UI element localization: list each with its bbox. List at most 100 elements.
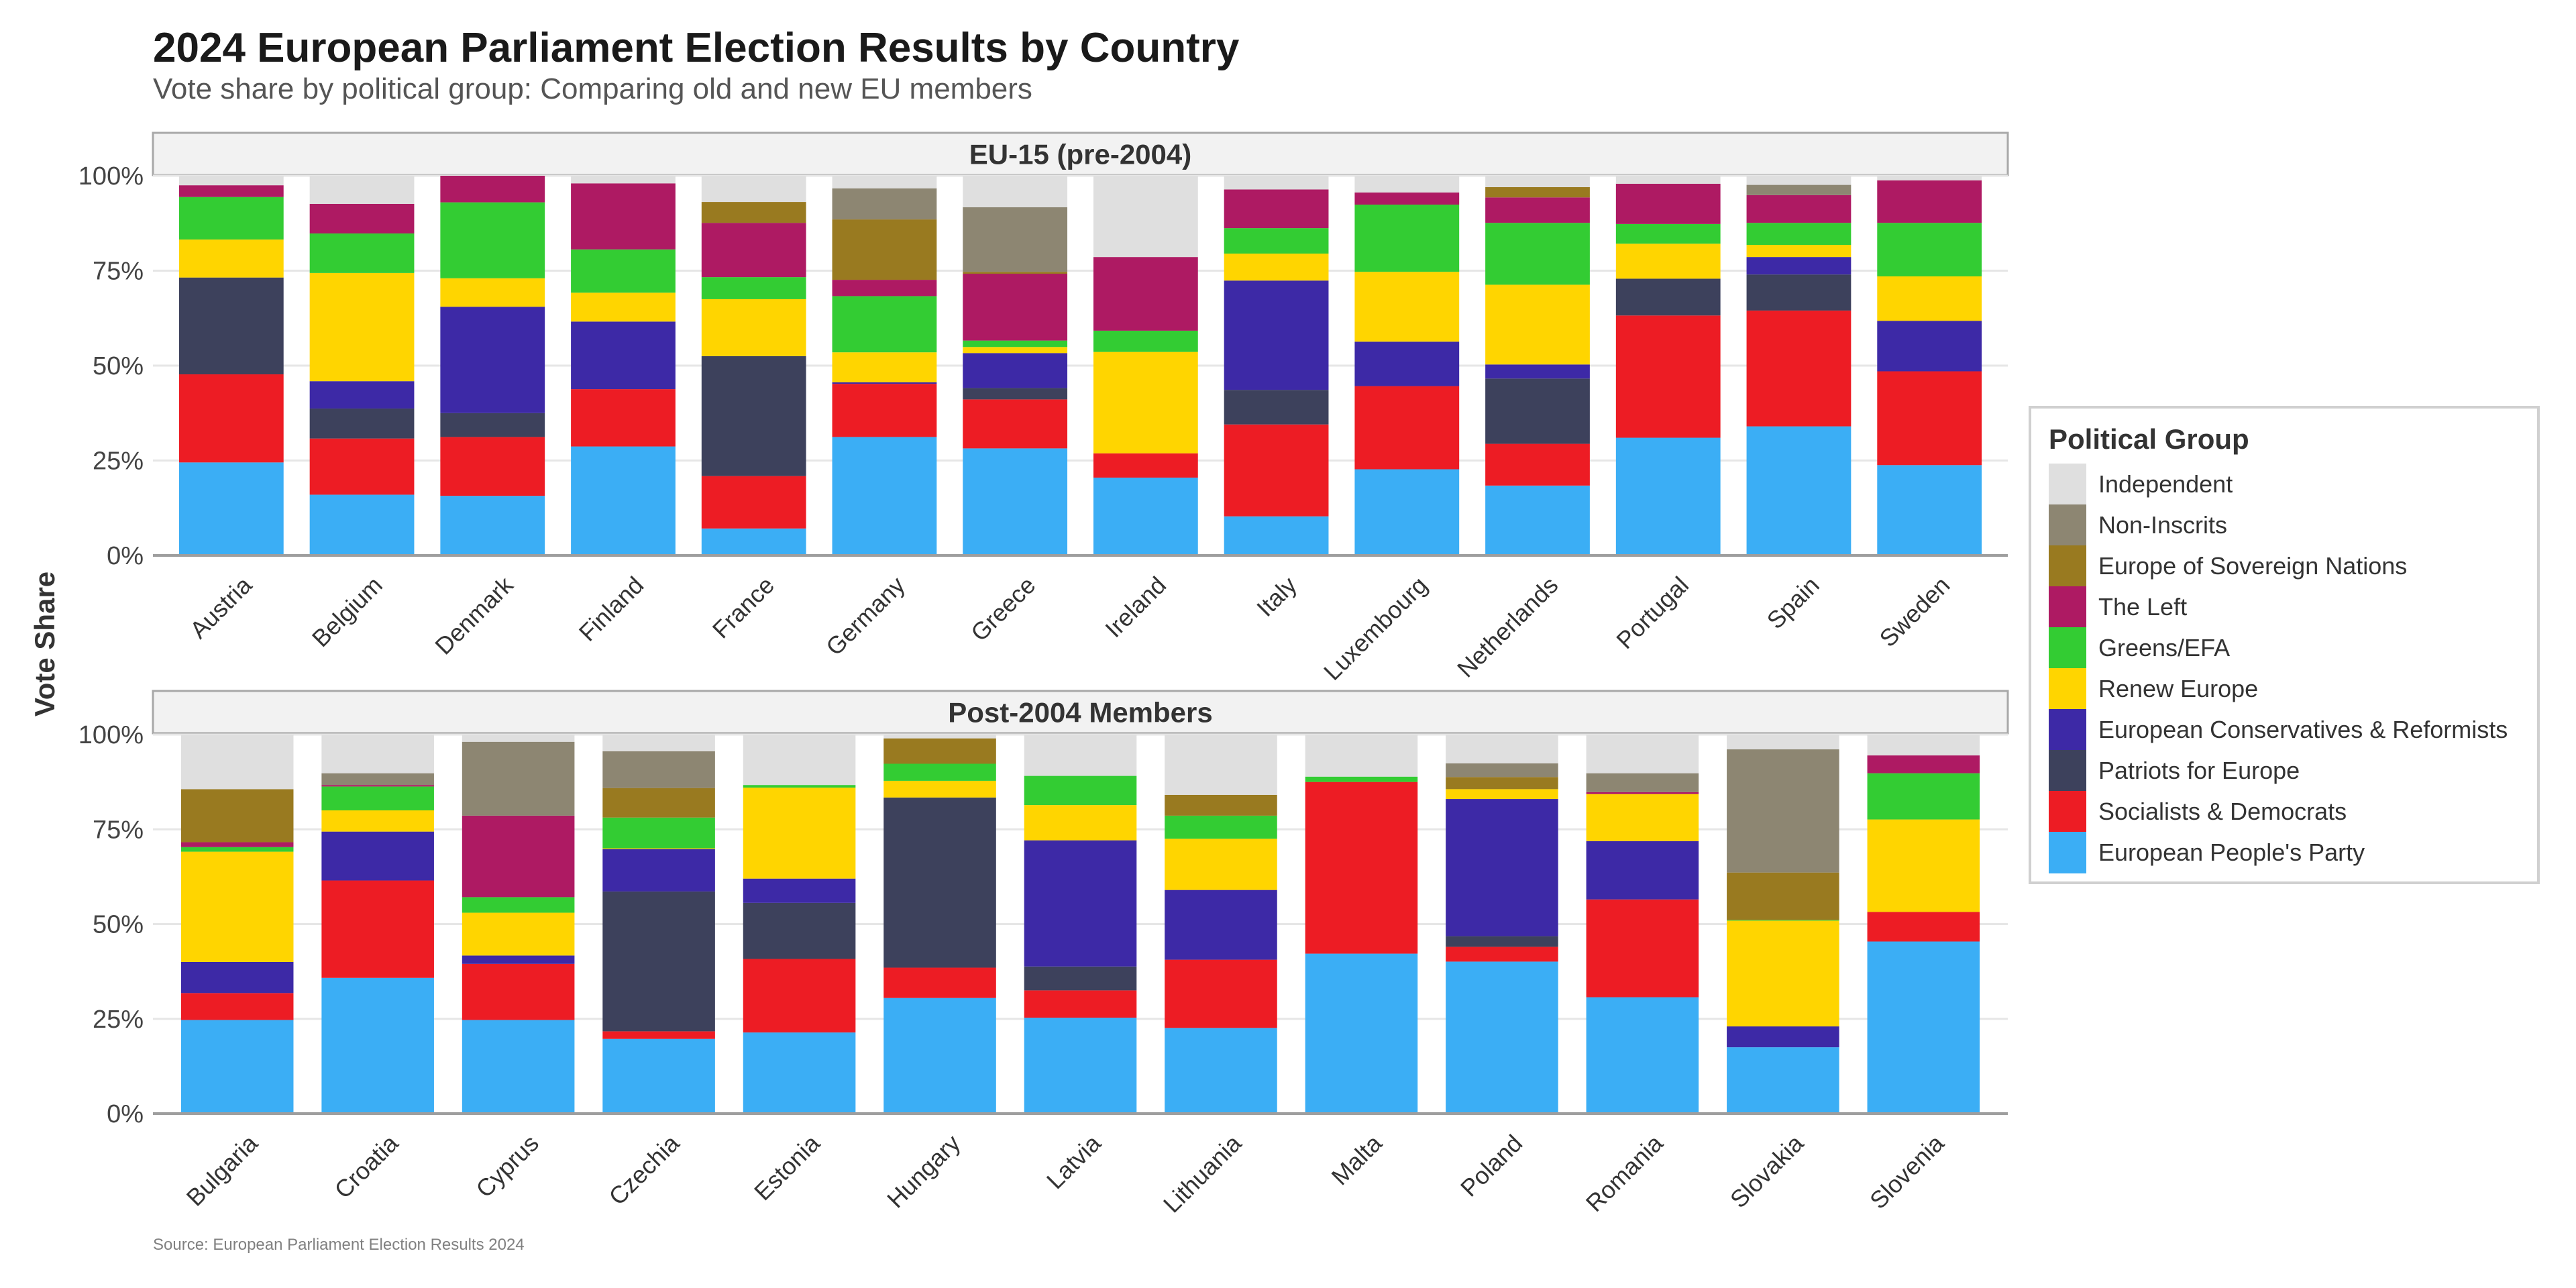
bar-segment bbox=[743, 959, 856, 1033]
bar-segment bbox=[1867, 755, 1980, 773]
bar-segment bbox=[1485, 186, 1590, 198]
x-tick-label: Cyprus bbox=[470, 1129, 544, 1203]
x-tick-label: Bulgaria bbox=[181, 1129, 264, 1212]
bar-segment bbox=[571, 292, 676, 322]
x-tick-label: Latvia bbox=[1041, 1129, 1107, 1195]
y-tick-label: 100% bbox=[78, 162, 144, 191]
bar-segment bbox=[440, 278, 545, 307]
bar-segment bbox=[440, 437, 545, 496]
bar-segment bbox=[963, 347, 1068, 354]
y-tick-label: 75% bbox=[93, 258, 144, 286]
bar-segment bbox=[963, 399, 1068, 449]
bar-segment bbox=[701, 476, 806, 529]
bar-segment bbox=[1165, 815, 1277, 839]
bar-segment bbox=[1446, 789, 1558, 800]
bar-segment bbox=[309, 381, 415, 409]
bar-segment bbox=[1727, 749, 1839, 873]
bar-segment bbox=[883, 738, 996, 764]
y-tick-label: 100% bbox=[78, 721, 144, 749]
legend-swatch bbox=[2049, 464, 2086, 505]
y-tick-label: 0% bbox=[107, 542, 144, 570]
bar-segment bbox=[321, 786, 434, 810]
x-tick-label: Estonia bbox=[749, 1129, 826, 1206]
bar-segment bbox=[1615, 223, 1721, 244]
bar-segment bbox=[462, 912, 575, 956]
bar-segment bbox=[180, 842, 294, 847]
bar-segment bbox=[1877, 176, 1982, 180]
bar-segment bbox=[440, 413, 545, 437]
bar-segment bbox=[1024, 735, 1137, 776]
legend-item: The Left bbox=[2049, 586, 2518, 628]
bar-segment bbox=[832, 188, 937, 220]
bar-segment bbox=[309, 233, 415, 273]
bar-segment bbox=[1305, 776, 1418, 782]
bar-segment bbox=[963, 388, 1068, 400]
bar-segment bbox=[462, 735, 575, 742]
x-tick-label: Hungary bbox=[881, 1129, 965, 1213]
bar-segment bbox=[1305, 953, 1418, 1114]
bar-segment bbox=[178, 185, 284, 197]
y-tick-label: 50% bbox=[93, 911, 144, 939]
bar-segment bbox=[1746, 245, 1851, 258]
bar-segment bbox=[701, 223, 806, 278]
bar-segment bbox=[701, 299, 806, 356]
bar-segment bbox=[1727, 920, 1839, 1027]
bar-segment bbox=[883, 735, 996, 739]
legend-label: Renew Europe bbox=[2098, 675, 2259, 702]
legend-swatch bbox=[2049, 832, 2086, 873]
bar-segment bbox=[1224, 176, 1329, 190]
bar-segment bbox=[321, 880, 434, 978]
x-tick-label: Ireland bbox=[1099, 571, 1171, 643]
legend-swatch bbox=[2049, 586, 2086, 628]
bar-segment bbox=[1877, 276, 1982, 321]
bar-segment bbox=[1586, 773, 1699, 792]
bar-segment bbox=[1024, 805, 1137, 841]
x-tick-label: Finland bbox=[574, 571, 649, 646]
bar-segment bbox=[1224, 516, 1329, 555]
legend-label: Greens/EFA bbox=[2098, 634, 2231, 661]
x-tick-label: Belgium bbox=[307, 571, 388, 652]
chart-title: 2024 European Parliament Election Result… bbox=[153, 25, 1240, 71]
legend: Political Group Independent Non-Inscrits E… bbox=[2029, 406, 2540, 884]
bar-segment bbox=[1746, 176, 1851, 185]
bar-segment bbox=[1354, 205, 1460, 272]
bar-segment bbox=[571, 183, 676, 250]
legend-item: Renew Europe bbox=[2049, 668, 2518, 710]
legend-item: Greens/EFA bbox=[2049, 627, 2518, 669]
bar-segment bbox=[602, 849, 715, 892]
bar-segment bbox=[440, 496, 545, 555]
x-tick-label: Sweden bbox=[1874, 571, 1955, 652]
x-tick-label: Romania bbox=[1580, 1129, 1669, 1218]
source-caption: Source: European Parliament Election Res… bbox=[153, 1236, 525, 1254]
legend-title: Political Group bbox=[2049, 423, 2249, 455]
x-tick-label: France bbox=[707, 571, 780, 643]
bar-segment bbox=[1165, 794, 1277, 816]
bar-segment bbox=[832, 437, 937, 555]
bar-segment bbox=[1165, 1028, 1277, 1114]
bar-segment bbox=[1446, 961, 1558, 1114]
bar-segment bbox=[743, 785, 856, 788]
legend-swatch bbox=[2049, 504, 2086, 546]
bar-segment bbox=[1586, 997, 1699, 1114]
y-tick-label: 0% bbox=[107, 1100, 144, 1128]
x-tick-label: Austria bbox=[184, 571, 258, 644]
bar-segment bbox=[462, 1020, 575, 1114]
bar-segment bbox=[832, 219, 937, 280]
bar-segment bbox=[1446, 763, 1558, 777]
bar-segment bbox=[1615, 176, 1721, 184]
bar-segment bbox=[309, 438, 415, 495]
bar-segment bbox=[1024, 840, 1137, 967]
legend-swatch bbox=[2049, 668, 2086, 710]
bar-segment bbox=[1224, 390, 1329, 425]
bar-segment bbox=[963, 353, 1068, 388]
bar-segment bbox=[462, 955, 575, 964]
bar-segment bbox=[883, 797, 996, 968]
bar-segment bbox=[1093, 330, 1198, 352]
legend-swatch bbox=[2049, 750, 2086, 792]
x-tick-label: Poland bbox=[1455, 1129, 1527, 1201]
bar-segment bbox=[1354, 386, 1460, 470]
legend-item: Independent bbox=[2049, 464, 2518, 505]
x-tick-label: Czechia bbox=[603, 1129, 685, 1211]
bar-segment bbox=[321, 735, 434, 773]
bar-segment bbox=[1485, 197, 1590, 223]
